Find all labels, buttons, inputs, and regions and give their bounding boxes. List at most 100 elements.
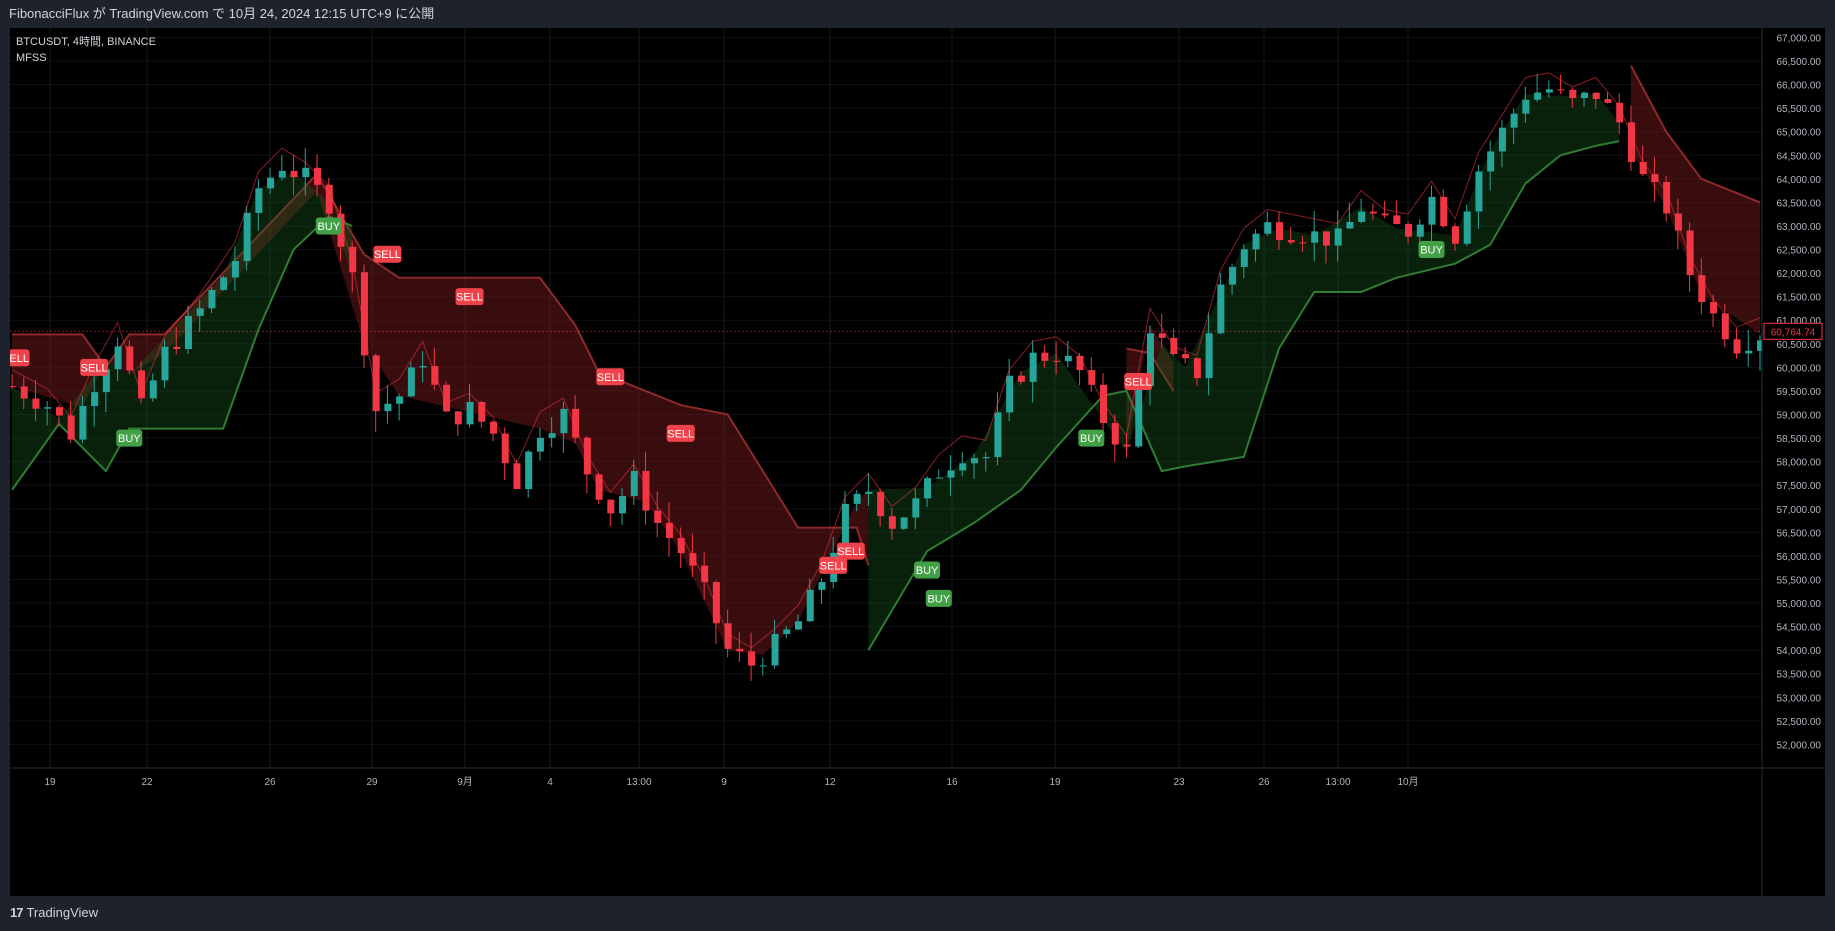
x-tick-label: 9 <box>721 777 727 788</box>
candle-body <box>1416 224 1424 237</box>
candle-body <box>947 470 955 478</box>
candle-body <box>1498 127 1506 152</box>
y-tick-label: 57,500.00 <box>1777 481 1822 492</box>
x-tick-label: 13:00 <box>1325 777 1350 788</box>
candle-body <box>1299 242 1307 244</box>
candle-body <box>443 384 451 412</box>
candle-body <box>1733 339 1741 354</box>
candle-body <box>701 565 709 583</box>
candle-body <box>818 582 826 590</box>
candle-body <box>1405 224 1413 237</box>
candle-body <box>1205 333 1213 379</box>
y-tick-label: 62,500.00 <box>1777 246 1822 257</box>
signal-label: BUY <box>317 221 340 233</box>
candle-body <box>654 510 662 523</box>
candle-body <box>513 463 521 490</box>
candle-body <box>91 392 99 407</box>
x-tick-label: 26 <box>1258 777 1270 788</box>
candle-body <box>9 386 16 388</box>
candle-body <box>372 355 380 412</box>
candle-body <box>1276 222 1284 241</box>
signal-label: SELL <box>597 372 624 384</box>
footer-bar: 17 TradingView <box>0 896 1835 931</box>
candle-body <box>1674 213 1682 231</box>
sell-signal: SELL <box>1124 373 1153 391</box>
lower-band-line <box>867 140 1620 651</box>
candle-body <box>619 496 627 514</box>
candle-body <box>1757 340 1764 351</box>
candle-body <box>877 491 885 517</box>
sell-signal: SELL <box>373 245 402 263</box>
y-tick-label: 65,500.00 <box>1777 104 1822 115</box>
candle-body <box>114 346 122 370</box>
chart-area[interactable]: SELL SELL BUY BUY SELL SELL SELL SELL SELL SELL BU… <box>1 28 1825 896</box>
y-tick-label: 53,500.00 <box>1777 670 1822 681</box>
candle-body <box>149 380 157 399</box>
candle-body <box>959 463 967 471</box>
candle-body <box>384 403 392 412</box>
candle-body <box>595 474 603 500</box>
candle-body <box>1017 375 1025 382</box>
candle-body <box>1745 350 1753 354</box>
candle-body <box>102 369 110 393</box>
candle-body <box>900 517 908 529</box>
candle-body <box>1651 174 1659 182</box>
candle-body <box>79 406 87 440</box>
buy-signal: BUY <box>116 429 143 447</box>
candle-body <box>607 499 615 514</box>
sell-signal: SELL <box>596 368 625 386</box>
candle-body <box>55 407 63 416</box>
candle-body <box>1545 89 1553 93</box>
candle-body <box>677 538 685 554</box>
candle-body <box>1088 370 1096 385</box>
candle-body <box>572 408 580 438</box>
candle-body <box>642 470 650 511</box>
candle-body <box>1346 221 1354 229</box>
sell-signal: SELL <box>455 288 484 306</box>
tradingview-logo[interactable]: 17 TradingView <box>10 905 98 920</box>
upper-band-line-fill <box>1631 65 1760 335</box>
candle-body <box>806 589 814 622</box>
candle-body <box>1123 444 1131 447</box>
candle-body <box>853 493 861 504</box>
y-tick-label: 57,000.00 <box>1777 505 1822 516</box>
candle-body <box>1358 211 1366 222</box>
tradingview-logo-icon: 17 <box>10 905 24 920</box>
candle-body <box>1592 92 1600 100</box>
candle-body <box>20 386 28 399</box>
y-tick-label: 52,000.00 <box>1777 740 1822 751</box>
y-tick-label: 60,000.00 <box>1777 363 1822 374</box>
chart-legend: BTCUSDT, 4時間, BINANCE MFSS <box>16 34 156 66</box>
y-tick-label: 55,000.00 <box>1777 599 1822 610</box>
candle-body <box>1006 375 1014 413</box>
candle-body <box>1146 333 1154 386</box>
candle-body <box>501 433 509 464</box>
candle-body <box>196 308 204 316</box>
candle-body <box>184 315 192 349</box>
candle-body <box>32 398 40 409</box>
sell-signal: SELL <box>819 556 848 574</box>
sell-signal: SELL <box>1 349 30 367</box>
candle-body <box>1334 228 1342 246</box>
candle-body <box>783 629 791 634</box>
lower-band-line-fill <box>868 94 1620 651</box>
candle-body <box>982 457 990 459</box>
candle-body <box>267 177 275 189</box>
candle-body <box>349 246 357 273</box>
candle-body <box>1487 151 1495 172</box>
candle-body <box>1569 89 1577 99</box>
candle-body <box>1381 213 1389 216</box>
candle-body <box>630 470 638 497</box>
candle-body <box>302 167 310 178</box>
publish-info: FibonacciFlux が TradingView.com で 10月 24… <box>9 6 435 21</box>
y-tick-label: 59,500.00 <box>1777 387 1822 398</box>
y-tick-label: 64,500.00 <box>1777 151 1822 162</box>
x-tick-label: 9月 <box>457 776 473 788</box>
candle-body <box>1721 313 1729 340</box>
candle-body <box>478 401 486 422</box>
x-tick-label: 16 <box>946 777 958 788</box>
price-chart[interactable]: SELL SELL BUY BUY SELL SELL SELL SELL SELL SELL BU… <box>1 28 1825 896</box>
candle-body <box>1698 275 1706 303</box>
candle-body <box>1287 240 1295 243</box>
candle-body <box>255 188 263 213</box>
